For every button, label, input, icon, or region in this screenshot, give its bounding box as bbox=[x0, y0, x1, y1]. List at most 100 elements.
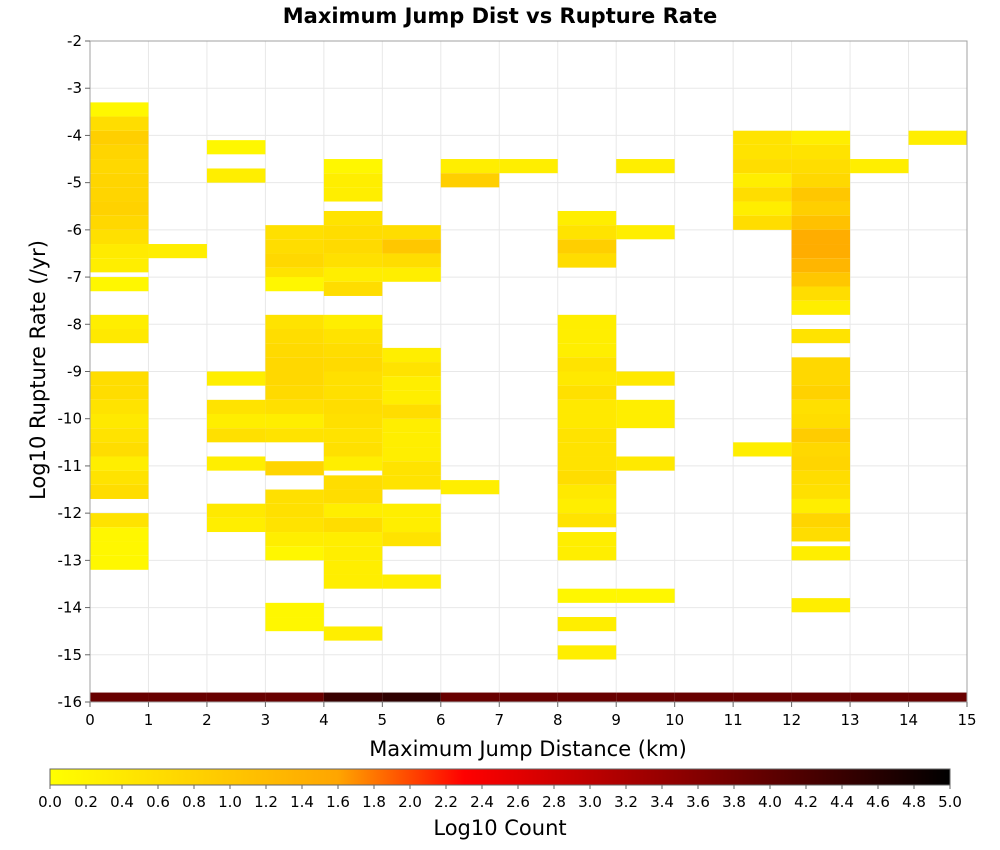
heatmap-cell bbox=[323, 692, 383, 702]
heatmap-cell bbox=[90, 215, 149, 230]
y-tick-label: -14 bbox=[58, 599, 83, 617]
heatmap-cell bbox=[908, 130, 967, 145]
heatmap-cell bbox=[265, 461, 324, 476]
heatmap-cell bbox=[733, 692, 792, 702]
heatmap-cell bbox=[557, 513, 617, 528]
heatmap-cell bbox=[557, 428, 617, 443]
heatmap-cell bbox=[791, 159, 851, 174]
heatmap-cell bbox=[557, 692, 617, 702]
heatmap-cell bbox=[557, 225, 617, 240]
heatmap-cell bbox=[90, 399, 149, 414]
heatmap-cell bbox=[791, 513, 851, 528]
colorbar-tick-label: 0.2 bbox=[74, 793, 98, 811]
heatmap-cell bbox=[557, 532, 617, 547]
heatmap-cell bbox=[908, 692, 967, 702]
heatmap-cell bbox=[265, 517, 324, 533]
x-tick-label: 8 bbox=[553, 711, 563, 729]
heatmap-cell bbox=[382, 362, 441, 377]
heatmap-cell bbox=[90, 314, 149, 330]
heatmap-cell bbox=[850, 692, 909, 702]
y-tick-label: -7 bbox=[67, 268, 82, 286]
heatmap-cell bbox=[323, 267, 383, 282]
x-tick-label: 10 bbox=[665, 711, 684, 729]
heatmap-cell bbox=[616, 399, 675, 414]
colorbar-tick-label: 1.8 bbox=[362, 793, 386, 811]
colorbar-tick-label: 1.2 bbox=[254, 793, 278, 811]
colorbar-tick-label: 2.2 bbox=[434, 793, 458, 811]
heatmap-cell bbox=[323, 532, 383, 547]
heatmap-cell bbox=[90, 258, 149, 273]
heatmap-cell bbox=[499, 692, 558, 702]
colorbar-tick-label: 4.2 bbox=[794, 793, 818, 811]
y-tick-label: -13 bbox=[58, 551, 83, 569]
heatmap-cell bbox=[616, 371, 675, 386]
heatmap-cell bbox=[791, 173, 851, 188]
heatmap-cell bbox=[791, 144, 851, 160]
heatmap-cell bbox=[791, 498, 851, 514]
y-tick-label: -8 bbox=[67, 315, 82, 333]
heatmap-cell bbox=[90, 484, 149, 499]
heatmap-cell bbox=[382, 432, 441, 448]
heatmap-cell bbox=[791, 244, 851, 259]
heatmap-cell bbox=[265, 602, 324, 618]
heatmap-cell bbox=[265, 253, 324, 268]
heatmap-cell bbox=[265, 489, 324, 504]
heatmap-cell bbox=[557, 385, 617, 400]
x-axis: 0 1 2 3 4 5 6 7 8 9 10 11 12 13 14 15 bbox=[85, 702, 977, 729]
colorbar bbox=[49, 768, 951, 786]
y-tick-label: -16 bbox=[58, 693, 83, 711]
heatmap-cell bbox=[90, 102, 149, 117]
x-tick-label: 13 bbox=[841, 711, 860, 729]
colorbar-tick-label: 4.6 bbox=[866, 793, 890, 811]
heatmap-cell bbox=[323, 413, 383, 429]
heatmap-cell bbox=[265, 413, 324, 429]
y-tick-label: -4 bbox=[67, 126, 82, 144]
heatmap-cell bbox=[557, 442, 617, 457]
heatmap-cell bbox=[557, 210, 617, 226]
heatmap-cell bbox=[557, 343, 617, 358]
heatmap-cell bbox=[265, 239, 324, 254]
heatmap-cell bbox=[323, 399, 383, 414]
heatmap-cell bbox=[148, 692, 207, 702]
heatmap-cell bbox=[90, 541, 149, 556]
colorbar-tick-label: 4.4 bbox=[830, 793, 854, 811]
heatmap-cell bbox=[791, 300, 851, 315]
heatmap-cell bbox=[382, 253, 441, 268]
heatmap-cell bbox=[323, 517, 383, 533]
heatmap-cell bbox=[265, 532, 324, 547]
heatmap-cell bbox=[440, 159, 500, 174]
heatmap-cell bbox=[90, 470, 149, 485]
x-tick-label: 12 bbox=[782, 711, 801, 729]
heatmap-cell bbox=[206, 413, 266, 429]
heatmap-cell bbox=[265, 385, 324, 400]
heatmap-cell bbox=[206, 428, 266, 443]
heatmap-cell bbox=[90, 277, 149, 292]
heatmap-cell bbox=[90, 385, 149, 400]
heatmap-cell bbox=[791, 201, 851, 216]
heatmap-cell bbox=[791, 399, 851, 414]
heatmap-cell bbox=[791, 258, 851, 273]
heatmap-cell bbox=[557, 413, 617, 429]
colorbar-tick-label: 3.6 bbox=[686, 793, 710, 811]
heatmap-cell bbox=[616, 225, 675, 240]
heatmap-cell bbox=[557, 617, 617, 632]
colorbar-tick-label: 5.0 bbox=[938, 793, 962, 811]
heatmap-cell bbox=[323, 210, 383, 226]
x-tick-label: 6 bbox=[436, 711, 446, 729]
heatmap-cell bbox=[90, 413, 149, 429]
heatmap-cell bbox=[382, 517, 441, 533]
heatmap-cell bbox=[733, 173, 792, 188]
heatmap-cell bbox=[791, 371, 851, 386]
x-tick-label: 4 bbox=[319, 711, 329, 729]
heatmap-cell bbox=[733, 201, 792, 216]
heatmap-cell bbox=[90, 144, 149, 160]
heatmap-cell bbox=[616, 456, 675, 471]
heatmap-cell bbox=[791, 215, 851, 230]
y-tick-label: -5 bbox=[67, 174, 82, 192]
heatmap-cell bbox=[265, 329, 324, 344]
heatmap-cell bbox=[90, 173, 149, 188]
heatmap-cell bbox=[616, 413, 675, 429]
heatmap-cell bbox=[323, 475, 383, 490]
heatmap-cell bbox=[90, 130, 149, 145]
heatmap-cell bbox=[323, 159, 383, 174]
